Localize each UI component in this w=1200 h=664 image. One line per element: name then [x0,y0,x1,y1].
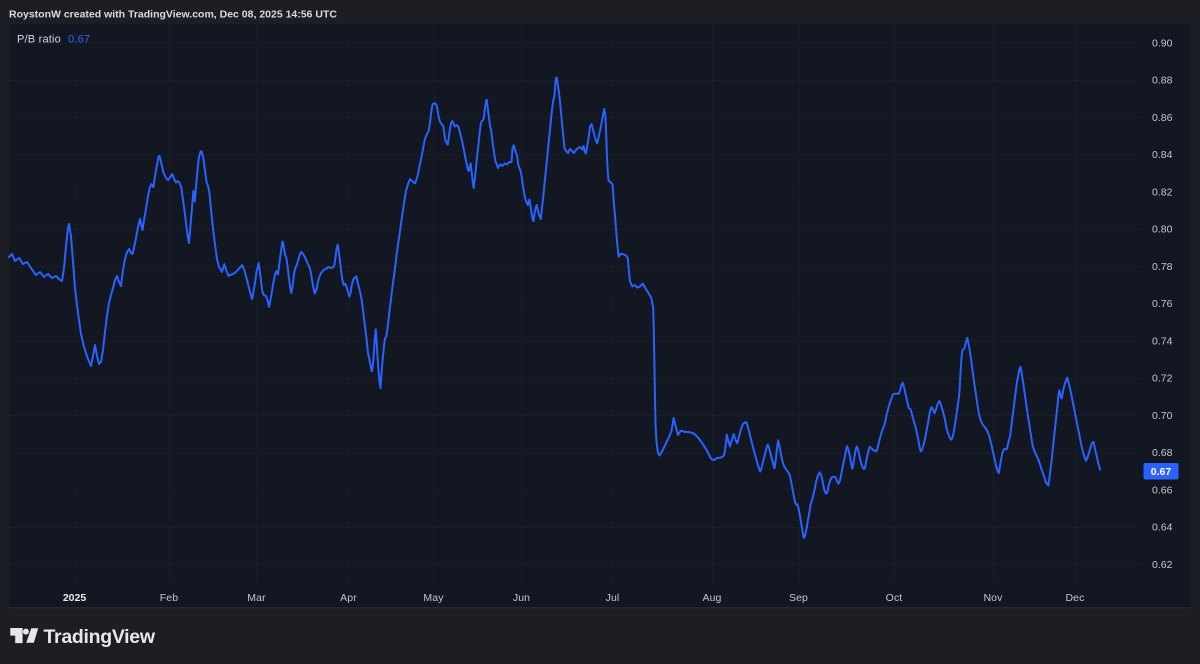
svg-text:0.90: 0.90 [1152,37,1173,49]
svg-text:0.70: 0.70 [1152,410,1173,422]
svg-text:0.84: 0.84 [1152,149,1173,161]
svg-text:0.67: 0.67 [1151,466,1172,478]
svg-text:RoystonW created with TradingV: RoystonW created with TradingView.com, D… [9,9,337,21]
svg-text:0.76: 0.76 [1152,298,1173,310]
svg-text:0.66: 0.66 [1152,484,1173,496]
svg-text:0.80: 0.80 [1152,224,1173,236]
svg-text:P/B ratio: P/B ratio [17,34,61,46]
svg-text:Jun: Jun [513,592,530,604]
svg-text:0.78: 0.78 [1152,261,1173,273]
svg-text:TradingView: TradingView [44,626,156,648]
svg-text:2025: 2025 [63,592,87,604]
svg-text:0.86: 0.86 [1152,112,1173,124]
svg-text:Sep: Sep [789,592,808,604]
svg-text:Mar: Mar [247,592,266,604]
svg-text:Jul: Jul [606,592,620,604]
svg-text:Aug: Aug [703,592,722,604]
svg-text:0.68: 0.68 [1152,447,1173,459]
svg-text:May: May [423,592,444,604]
svg-text:0.74: 0.74 [1152,335,1173,347]
svg-text:0.64: 0.64 [1152,522,1173,534]
svg-text:Nov: Nov [984,592,1004,604]
svg-text:Dec: Dec [1066,592,1085,604]
svg-text:0.82: 0.82 [1152,186,1173,198]
svg-text:0.62: 0.62 [1152,559,1173,571]
svg-text:0.72: 0.72 [1152,373,1173,385]
svg-text:Oct: Oct [886,592,903,604]
svg-text:0.67: 0.67 [68,34,90,46]
svg-text:Feb: Feb [160,592,178,604]
svg-text:0.88: 0.88 [1152,75,1173,87]
svg-text:Apr: Apr [340,592,357,604]
